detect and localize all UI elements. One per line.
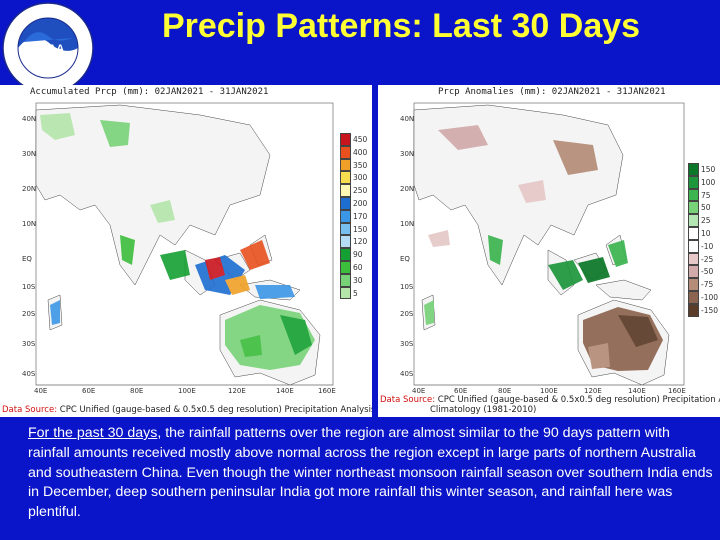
legend-label: 30 — [353, 275, 363, 285]
legend-swatch — [688, 265, 699, 279]
map-title: Accumulated Prcp (mm): 02JAN2021 - 31JAN… — [30, 87, 269, 97]
legend-label: 50 — [701, 203, 711, 213]
precip-anomaly-map: Prcp Anomalies (mm): 02JAN2021 - 31JAN20… — [378, 85, 720, 417]
legend-label: -25 — [701, 254, 714, 264]
lon-label: 60E — [454, 387, 468, 395]
map-title: Prcp Anomalies (mm): 02JAN2021 - 31JAN20… — [438, 87, 666, 97]
legend-swatch — [340, 261, 351, 274]
legend-label: 450 — [353, 135, 368, 144]
legend-label: 300 — [353, 173, 368, 183]
legend-label: 150 — [701, 165, 716, 174]
lat-label: EQ — [22, 255, 32, 263]
legend-label: 75 — [701, 190, 711, 200]
legend-label: -100 — [701, 293, 719, 302]
lat-label: 20N — [22, 185, 37, 193]
lat-label: 20N — [400, 185, 415, 193]
lat-label: 10N — [400, 220, 415, 228]
lon-label: 120E — [584, 387, 602, 395]
lon-label: 80E — [130, 387, 144, 395]
legend-swatch — [688, 303, 699, 317]
legend-swatch — [688, 214, 699, 227]
legend-swatch — [340, 184, 351, 197]
lon-label: 40E — [412, 387, 426, 395]
data-source: Data Source: CPC Unified (gauge-based & … — [2, 405, 372, 415]
legend-swatch — [688, 188, 699, 202]
lon-label: 80E — [498, 387, 512, 395]
legend-swatch — [688, 163, 699, 176]
legend-swatch — [340, 209, 351, 223]
lat-label: 20S — [400, 310, 414, 318]
lon-label: 120E — [228, 387, 246, 395]
legend-swatch — [688, 201, 699, 215]
lon-label: 160E — [318, 387, 336, 395]
lat-label: 40S — [400, 370, 414, 378]
lat-label: 30N — [400, 150, 415, 158]
legend-swatch — [340, 248, 351, 261]
legend-label: 120 — [353, 237, 368, 247]
legend-swatch — [688, 291, 699, 304]
legend-label: 350 — [353, 160, 368, 170]
legend-swatch — [688, 278, 699, 291]
lon-label: 140E — [276, 387, 294, 395]
noaa-logo: NOAA — [2, 2, 94, 94]
legend-label: 25 — [701, 216, 711, 226]
legend-label: 250 — [353, 186, 368, 196]
map-canvas — [35, 102, 334, 386]
legend-swatch — [688, 227, 699, 240]
legend-swatch — [340, 171, 351, 185]
legend-label: 5 — [353, 288, 358, 298]
lat-label: EQ — [400, 255, 410, 263]
map-canvas — [413, 102, 685, 386]
accumulated-precip-map: Accumulated Prcp (mm): 02JAN2021 - 31JAN… — [0, 85, 372, 417]
legend-label: 100 — [701, 177, 716, 187]
data-source: Data Source: CPC Unified (gauge-based & … — [380, 395, 720, 405]
legend-label: 170 — [353, 211, 368, 221]
legend-swatch — [688, 239, 699, 253]
legend-swatch — [688, 252, 699, 266]
legend-label: 90 — [353, 250, 363, 260]
lon-label: 60E — [82, 387, 96, 395]
lat-label: 10S — [22, 283, 36, 291]
lat-label: 40N — [400, 115, 415, 123]
legend-swatch — [340, 235, 351, 249]
caption-link[interactable]: For the past 30 days — [28, 425, 158, 441]
lat-label: 40N — [22, 115, 37, 123]
legend-swatch — [340, 133, 351, 146]
lat-label: 30S — [400, 340, 414, 348]
legend-label: 200 — [353, 199, 368, 208]
legend-swatch — [340, 145, 351, 159]
lat-label: 20S — [22, 310, 36, 318]
legend-label: 60 — [353, 263, 363, 272]
lat-label: 30N — [22, 150, 37, 158]
lat-label: 10S — [400, 283, 414, 291]
legend-swatch — [340, 197, 351, 210]
lon-label: 140E — [628, 387, 646, 395]
legend-swatch — [340, 158, 351, 172]
legend-swatch — [340, 286, 351, 300]
legend-label: -10 — [701, 241, 714, 251]
lon-label: 40E — [34, 387, 48, 395]
lat-label: 10N — [22, 220, 37, 228]
svg-text:NOAA: NOAA — [32, 43, 64, 55]
legend-label: 400 — [353, 147, 368, 157]
legend-swatch — [688, 175, 699, 189]
legend-swatch — [340, 222, 351, 236]
data-source-climatology: Climatology (1981-2010) — [430, 405, 537, 415]
legend-swatch — [340, 273, 351, 287]
legend-label: -150 — [701, 305, 719, 315]
lon-label: 160E — [668, 387, 686, 395]
summary-caption: For the past 30 days, the rainfall patte… — [28, 424, 714, 523]
caption-text: , the rainfall patterns over the region … — [28, 425, 713, 521]
legend-label: -75 — [701, 280, 714, 290]
page-title: Precip Patterns: Last 30 Days — [161, 7, 641, 45]
legend-label: 10 — [701, 229, 711, 238]
legend-label: -50 — [701, 267, 714, 277]
lon-label: 100E — [178, 387, 196, 395]
lat-label: 30S — [22, 340, 36, 348]
legend-label: 150 — [353, 224, 368, 234]
lat-label: 40S — [22, 370, 36, 378]
lon-label: 100E — [540, 387, 558, 395]
